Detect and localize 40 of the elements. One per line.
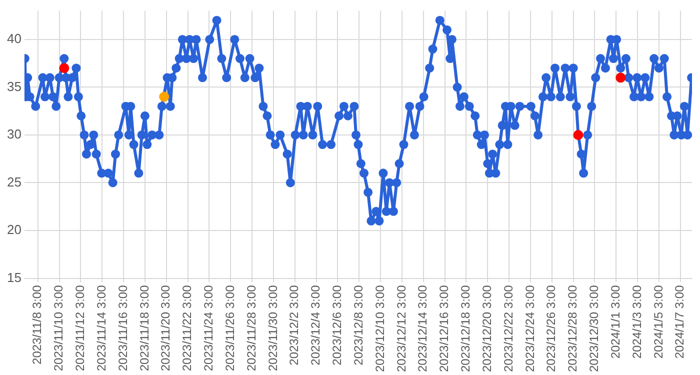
- x-tick-label: 2023/12/6 3:00: [330, 284, 344, 366]
- x-tick-label: 2023/11/20 3:00: [158, 284, 173, 372]
- x-tick-label: 2023/11/30 3:00: [266, 284, 280, 372]
- y-tick-label: 40: [6, 31, 22, 46]
- x-tick-label: 2023/11/26 3:00: [222, 284, 237, 372]
- x-tick-label: 2023/12/24 3:00: [522, 284, 537, 372]
- x-tick-label: 2023/12/18 3:00: [458, 284, 473, 372]
- y-tick-label: 15: [6, 270, 22, 285]
- x-tick-label: 2023/12/16 3:00: [437, 284, 452, 372]
- point: [616, 72, 626, 83]
- x-tick-label: 2023/11/18 3:00: [137, 284, 152, 372]
- point: [159, 92, 170, 102]
- x-tick-label: 2023/11/14 3:00: [94, 284, 108, 372]
- x-tick-label: 2023/12/20 3:00: [480, 284, 494, 372]
- x-tick-label: 2023/12/14 3:00: [416, 284, 430, 372]
- x-tick-label: 2023/12/30 3:00: [587, 284, 602, 372]
- x-tick-label: 2023/12/22 3:00: [501, 284, 516, 372]
- x-tick-label: 2023/12/28 3:00: [566, 284, 580, 372]
- x-tick-label: 2024/1/1 3:00: [608, 284, 622, 359]
- x-tick-label: 2023/11/24 3:00: [202, 284, 216, 372]
- x-tick-label: 2023/12/4 3:00: [308, 284, 323, 366]
- x-tick-label: 2024/1/3 3:00: [630, 284, 644, 359]
- point: [59, 63, 70, 74]
- x-tick-label: 2024/1/7 3:00: [672, 284, 687, 359]
- x-tick-label: 2023/11/12 3:00: [72, 284, 87, 372]
- x-tick-label: 2023/12/8 3:00: [351, 284, 366, 366]
- x-tick-label: 2023/11/16 3:00: [116, 284, 130, 372]
- x-tick-label: 2023/12/2 3:00: [287, 284, 302, 366]
- x-tick-label: 2023/11/8 3:00: [30, 284, 44, 364]
- y-tick-label: 35: [6, 78, 22, 94]
- y-tick-label: 25: [6, 174, 22, 190]
- x-tick-label: 2023/12/12 3:00: [394, 284, 408, 372]
- y-tick-label: 30: [6, 126, 22, 142]
- x-tick-label: 2023/12/10 3:00: [372, 284, 387, 372]
- x-tick-label: 2023/11/22 3:00: [180, 284, 194, 372]
- x-tick-label: 2024/1/5 3:00: [651, 284, 666, 359]
- x-tick-label: 2023/11/10 3:00: [52, 284, 66, 372]
- y-tick-label: 20: [6, 222, 22, 238]
- x-tick-label: 2023/12/26 3:00: [544, 284, 558, 372]
- x-tick-label: 2023/11/28 3:00: [244, 284, 258, 372]
